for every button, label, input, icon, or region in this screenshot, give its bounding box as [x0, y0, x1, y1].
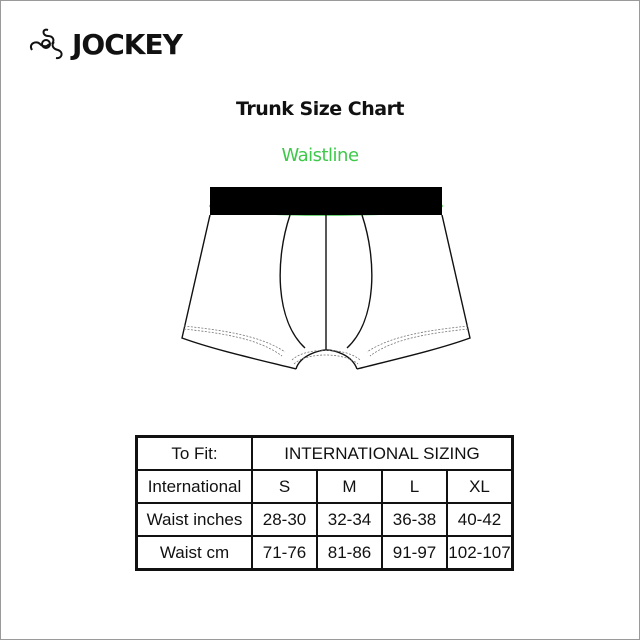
to-fit-header: To Fit: [135, 435, 253, 471]
cell: XL [446, 469, 514, 504]
size-table: To Fit: INTERNATIONAL SIZING Internation… [135, 435, 514, 571]
cell: 40-42 [446, 502, 514, 537]
row-label: Waist cm [135, 535, 253, 571]
cell: 91-97 [381, 535, 448, 571]
cell: 36-38 [381, 502, 448, 537]
chart-title: Trunk Size Chart [235, 98, 405, 120]
cell: S [251, 469, 318, 504]
cell: M [316, 469, 383, 504]
brand-name: JOCKEY [72, 27, 183, 61]
waistband [210, 187, 442, 215]
cell: 71-76 [251, 535, 318, 571]
waistline-label: Waistline [281, 145, 359, 166]
table-row: Waist inches 28-30 32-34 36-38 40-42 [135, 502, 514, 537]
table-row: International S M L XL [135, 469, 514, 504]
table-header-row: To Fit: INTERNATIONAL SIZING [135, 435, 514, 471]
table-row: Waist cm 71-76 81-86 91-97 102-107 [135, 535, 514, 571]
cell: 32-34 [316, 502, 383, 537]
brand-logo: JOCKEY [28, 26, 183, 62]
row-label: International [135, 469, 253, 504]
international-sizing-header: INTERNATIONAL SIZING [251, 435, 514, 471]
cell: 102-107 [446, 535, 514, 571]
trunk-illustration [181, 187, 471, 370]
jockey-swirl-logo-icon [30, 28, 63, 60]
cell: 28-30 [251, 502, 318, 537]
trunk-outline [181, 214, 471, 370]
cell: 81-86 [316, 535, 383, 571]
row-label: Waist inches [135, 502, 253, 537]
cell: L [381, 469, 448, 504]
